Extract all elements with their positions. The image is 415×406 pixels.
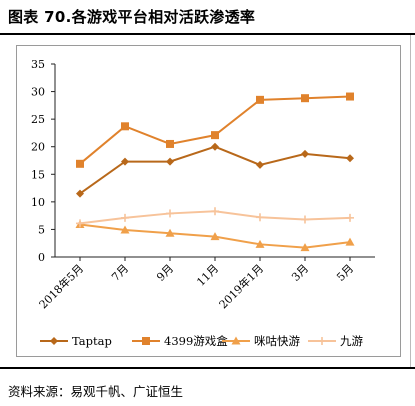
y-tick-label: 0: [38, 251, 45, 264]
legend-label: 4399游戏盒: [164, 334, 228, 348]
data-point: [166, 157, 174, 166]
data-point: [210, 232, 220, 241]
x-tick-label: 3月: [289, 262, 311, 284]
data-point: [121, 122, 129, 131]
legend-label: 咪咕快游: [254, 334, 300, 348]
chart-frame: [16, 45, 401, 357]
data-point: [50, 337, 58, 345]
y-tick-label: 20: [31, 141, 45, 154]
x-tick-label: 2019年1月: [216, 261, 266, 311]
x-tick-label: 11月: [194, 262, 221, 289]
data-point: [255, 239, 265, 248]
y-tick-label: 10: [31, 196, 45, 209]
y-tick-label: 5: [38, 223, 45, 236]
legend-label: Taptap: [72, 334, 112, 348]
data-point: [346, 154, 354, 163]
data-point: [346, 92, 354, 101]
data-point: [211, 142, 219, 151]
data-point: [256, 160, 264, 169]
right-edge-line: [410, 35, 411, 367]
x-tick-label: 2018年5月: [36, 261, 86, 311]
data-point: [231, 336, 241, 345]
bottom-rule: [0, 367, 415, 369]
y-tick-label: 25: [31, 113, 45, 126]
data-point: [165, 228, 175, 237]
series-line-0: [79, 145, 351, 195]
data-point: [76, 159, 84, 168]
data-point: [211, 131, 219, 140]
x-tick-label: 5月: [334, 262, 356, 284]
data-point: [345, 237, 355, 246]
chart-title: 图表 70.各游戏平台相对活跃渗透率: [8, 8, 256, 26]
data-point: [121, 157, 129, 166]
x-tick-label: 7月: [109, 262, 131, 284]
source-note: 资料来源：易观千帆、广证恒生: [8, 384, 184, 399]
data-point: [301, 94, 309, 103]
y-tick-label: 35: [31, 58, 45, 71]
y-tick-label: 15: [31, 168, 45, 181]
data-point: [300, 243, 310, 252]
data-point: [256, 95, 264, 104]
data-point: [120, 225, 130, 234]
data-point: [76, 189, 84, 198]
legend-label: 九游: [340, 334, 363, 348]
top-rule: [0, 33, 415, 35]
data-point: [166, 139, 174, 148]
data-point: [301, 149, 309, 158]
x-tick-label: 9月: [154, 262, 176, 284]
data-point: [142, 337, 150, 345]
y-tick-label: 30: [31, 86, 45, 99]
